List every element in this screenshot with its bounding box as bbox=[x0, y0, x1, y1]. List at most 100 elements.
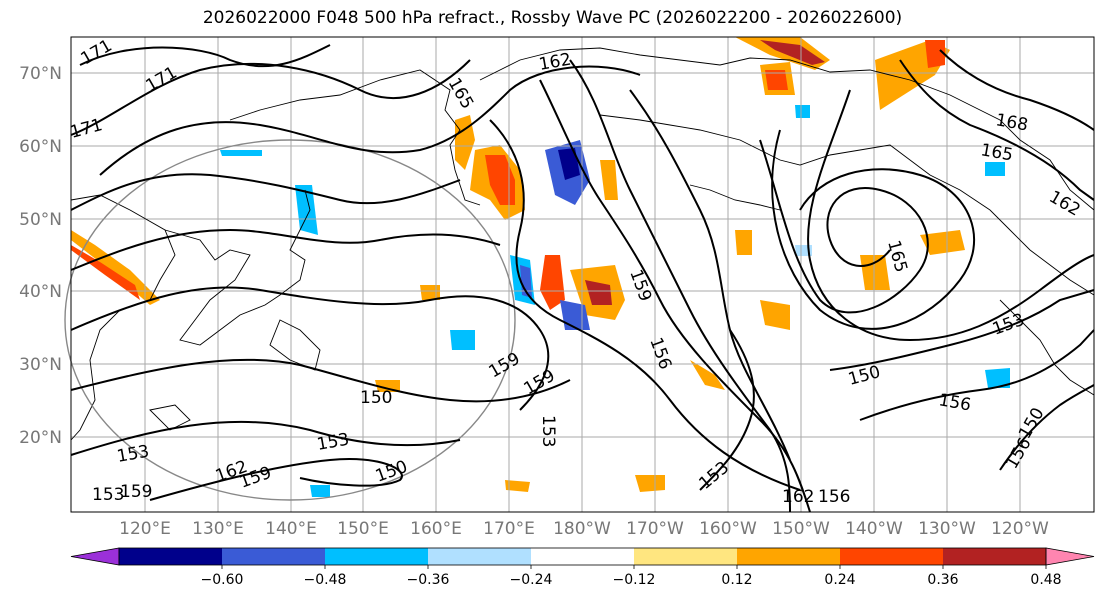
contour-label: 153 bbox=[92, 485, 124, 505]
contour-line bbox=[70, 420, 461, 456]
contour-label: 153 bbox=[538, 415, 558, 447]
contour-line bbox=[539, 79, 811, 513]
lon-label: 150°W bbox=[772, 519, 830, 539]
positive-anomaly-patch bbox=[635, 475, 665, 492]
contour-line bbox=[569, 59, 791, 513]
coastlines bbox=[70, 47, 1095, 441]
positive-anomaly-patch bbox=[540, 255, 565, 310]
contour-line bbox=[629, 89, 791, 461]
colorbar-tick-label: −0.36 bbox=[407, 572, 450, 588]
lon-label: 170°W bbox=[626, 519, 684, 539]
positive-anomaly-patch bbox=[765, 70, 788, 90]
contour-line bbox=[771, 129, 976, 330]
colorbar-tick-label: −0.60 bbox=[201, 572, 244, 588]
contour-lines bbox=[70, 44, 1095, 513]
map-panel: 171 171 171 165 162 168 165 162 165 159 … bbox=[64, 36, 1095, 513]
contour-line bbox=[939, 49, 1095, 131]
coastline bbox=[229, 69, 481, 206]
range-circle bbox=[64, 139, 516, 501]
negative-anomaly-patch bbox=[795, 105, 810, 118]
graticule bbox=[71, 37, 1094, 512]
positive-anomaly-patch bbox=[920, 230, 965, 255]
positive-anomaly-patch bbox=[71, 245, 140, 300]
contour-line bbox=[70, 228, 501, 271]
colorbar-tick-label: −0.48 bbox=[304, 572, 347, 588]
colorbar-extend-low bbox=[70, 547, 120, 566]
lon-label: 140°E bbox=[265, 519, 317, 539]
contour-line bbox=[807, 89, 1095, 342]
positive-anomaly-patch bbox=[375, 380, 400, 392]
contour-line bbox=[79, 44, 331, 68]
contour-line bbox=[899, 59, 1095, 201]
colorbar-segment bbox=[531, 548, 635, 565]
contour-label: 162 bbox=[782, 487, 814, 507]
negative-anomaly-patch bbox=[985, 162, 1005, 176]
colorbar-tick-label: 0.24 bbox=[824, 572, 855, 588]
lon-label: 140°W bbox=[845, 519, 903, 539]
lat-label: 70°N bbox=[19, 64, 62, 84]
lon-label: 120°W bbox=[991, 519, 1049, 539]
contour-line bbox=[149, 458, 403, 501]
negative-anomaly-patch bbox=[520, 265, 532, 298]
negative-anomaly-patch bbox=[310, 485, 330, 497]
colorbar-tick-label: 0.12 bbox=[721, 572, 752, 588]
lat-label: 30°N bbox=[19, 355, 62, 375]
contour-line bbox=[859, 329, 1095, 421]
contour-line bbox=[70, 358, 571, 403]
range-circle-ring bbox=[64, 139, 516, 501]
colorbar-segment bbox=[634, 548, 738, 565]
negative-anomaly-patch bbox=[985, 368, 1010, 388]
positive-anomaly-patch bbox=[585, 280, 612, 305]
lat-label: 20°N bbox=[19, 428, 62, 448]
latitude-labels: 70°N 60°N 50°N 40°N 30°N 20°N bbox=[19, 64, 62, 448]
lon-label: 150°E bbox=[337, 519, 389, 539]
colorbar-segment bbox=[943, 548, 1047, 565]
positive-anomaly-patch bbox=[735, 230, 752, 255]
contour-line bbox=[699, 329, 755, 491]
map-frame bbox=[70, 36, 1095, 513]
positive-anomaly-patch bbox=[690, 360, 725, 390]
lon-label: 120°E bbox=[119, 519, 171, 539]
coastline bbox=[999, 299, 1095, 396]
positive-anomaly-patch bbox=[760, 40, 825, 65]
colorbar-segment bbox=[737, 548, 841, 565]
colorbar-segment bbox=[428, 548, 532, 565]
contour-line bbox=[489, 119, 801, 491]
positive-anomaly-patch bbox=[505, 480, 530, 492]
contour-line bbox=[999, 384, 1095, 471]
coastline bbox=[479, 47, 1095, 211]
coastline bbox=[599, 114, 1095, 296]
colorbar-segment bbox=[325, 548, 429, 565]
contour-line bbox=[70, 173, 461, 211]
colorbar: −0.60 −0.48 −0.36 −0.24 −0.12 0.12 0.24 0.36 0.4… bbox=[70, 547, 1095, 588]
lat-label: 40°N bbox=[19, 282, 62, 302]
negative-anomaly-patch bbox=[558, 148, 580, 180]
lon-label: 170°E bbox=[483, 519, 535, 539]
positive-anomaly-patch bbox=[760, 300, 790, 330]
contour-label: 150 bbox=[360, 388, 392, 408]
positive-anomaly-patch bbox=[600, 160, 618, 200]
lat-label: 50°N bbox=[19, 210, 62, 230]
contour-line bbox=[759, 139, 929, 314]
lon-label: 180°W bbox=[553, 519, 611, 539]
lon-label: 160°W bbox=[699, 519, 757, 539]
lon-label: 160°E bbox=[410, 519, 462, 539]
contour-label: 159 bbox=[120, 482, 152, 502]
positive-anomaly-patch bbox=[485, 155, 515, 205]
negative-anomaly-patch bbox=[450, 330, 475, 350]
colorbar-tick-label: 0.48 bbox=[1030, 572, 1061, 588]
map-title: 2026022000 F048 500 hPa refract., Rossby… bbox=[202, 8, 903, 28]
colorbar-segment bbox=[840, 548, 944, 565]
negative-anomaly-patch bbox=[295, 185, 318, 235]
contour-line bbox=[70, 286, 550, 411]
colorbar-tick-label: −0.24 bbox=[510, 572, 553, 588]
colorbar-tick-label: −0.12 bbox=[613, 572, 656, 588]
coastline bbox=[164, 189, 311, 346]
negative-anomaly-patch bbox=[220, 150, 262, 156]
positive-anomaly-patch bbox=[860, 255, 890, 290]
longitude-labels: 120°E 130°E 140°E 150°E 160°E 170°E 180°… bbox=[119, 519, 1049, 539]
contour-line bbox=[829, 289, 1095, 371]
positive-anomaly-patch bbox=[455, 115, 475, 170]
coastline bbox=[689, 184, 781, 211]
